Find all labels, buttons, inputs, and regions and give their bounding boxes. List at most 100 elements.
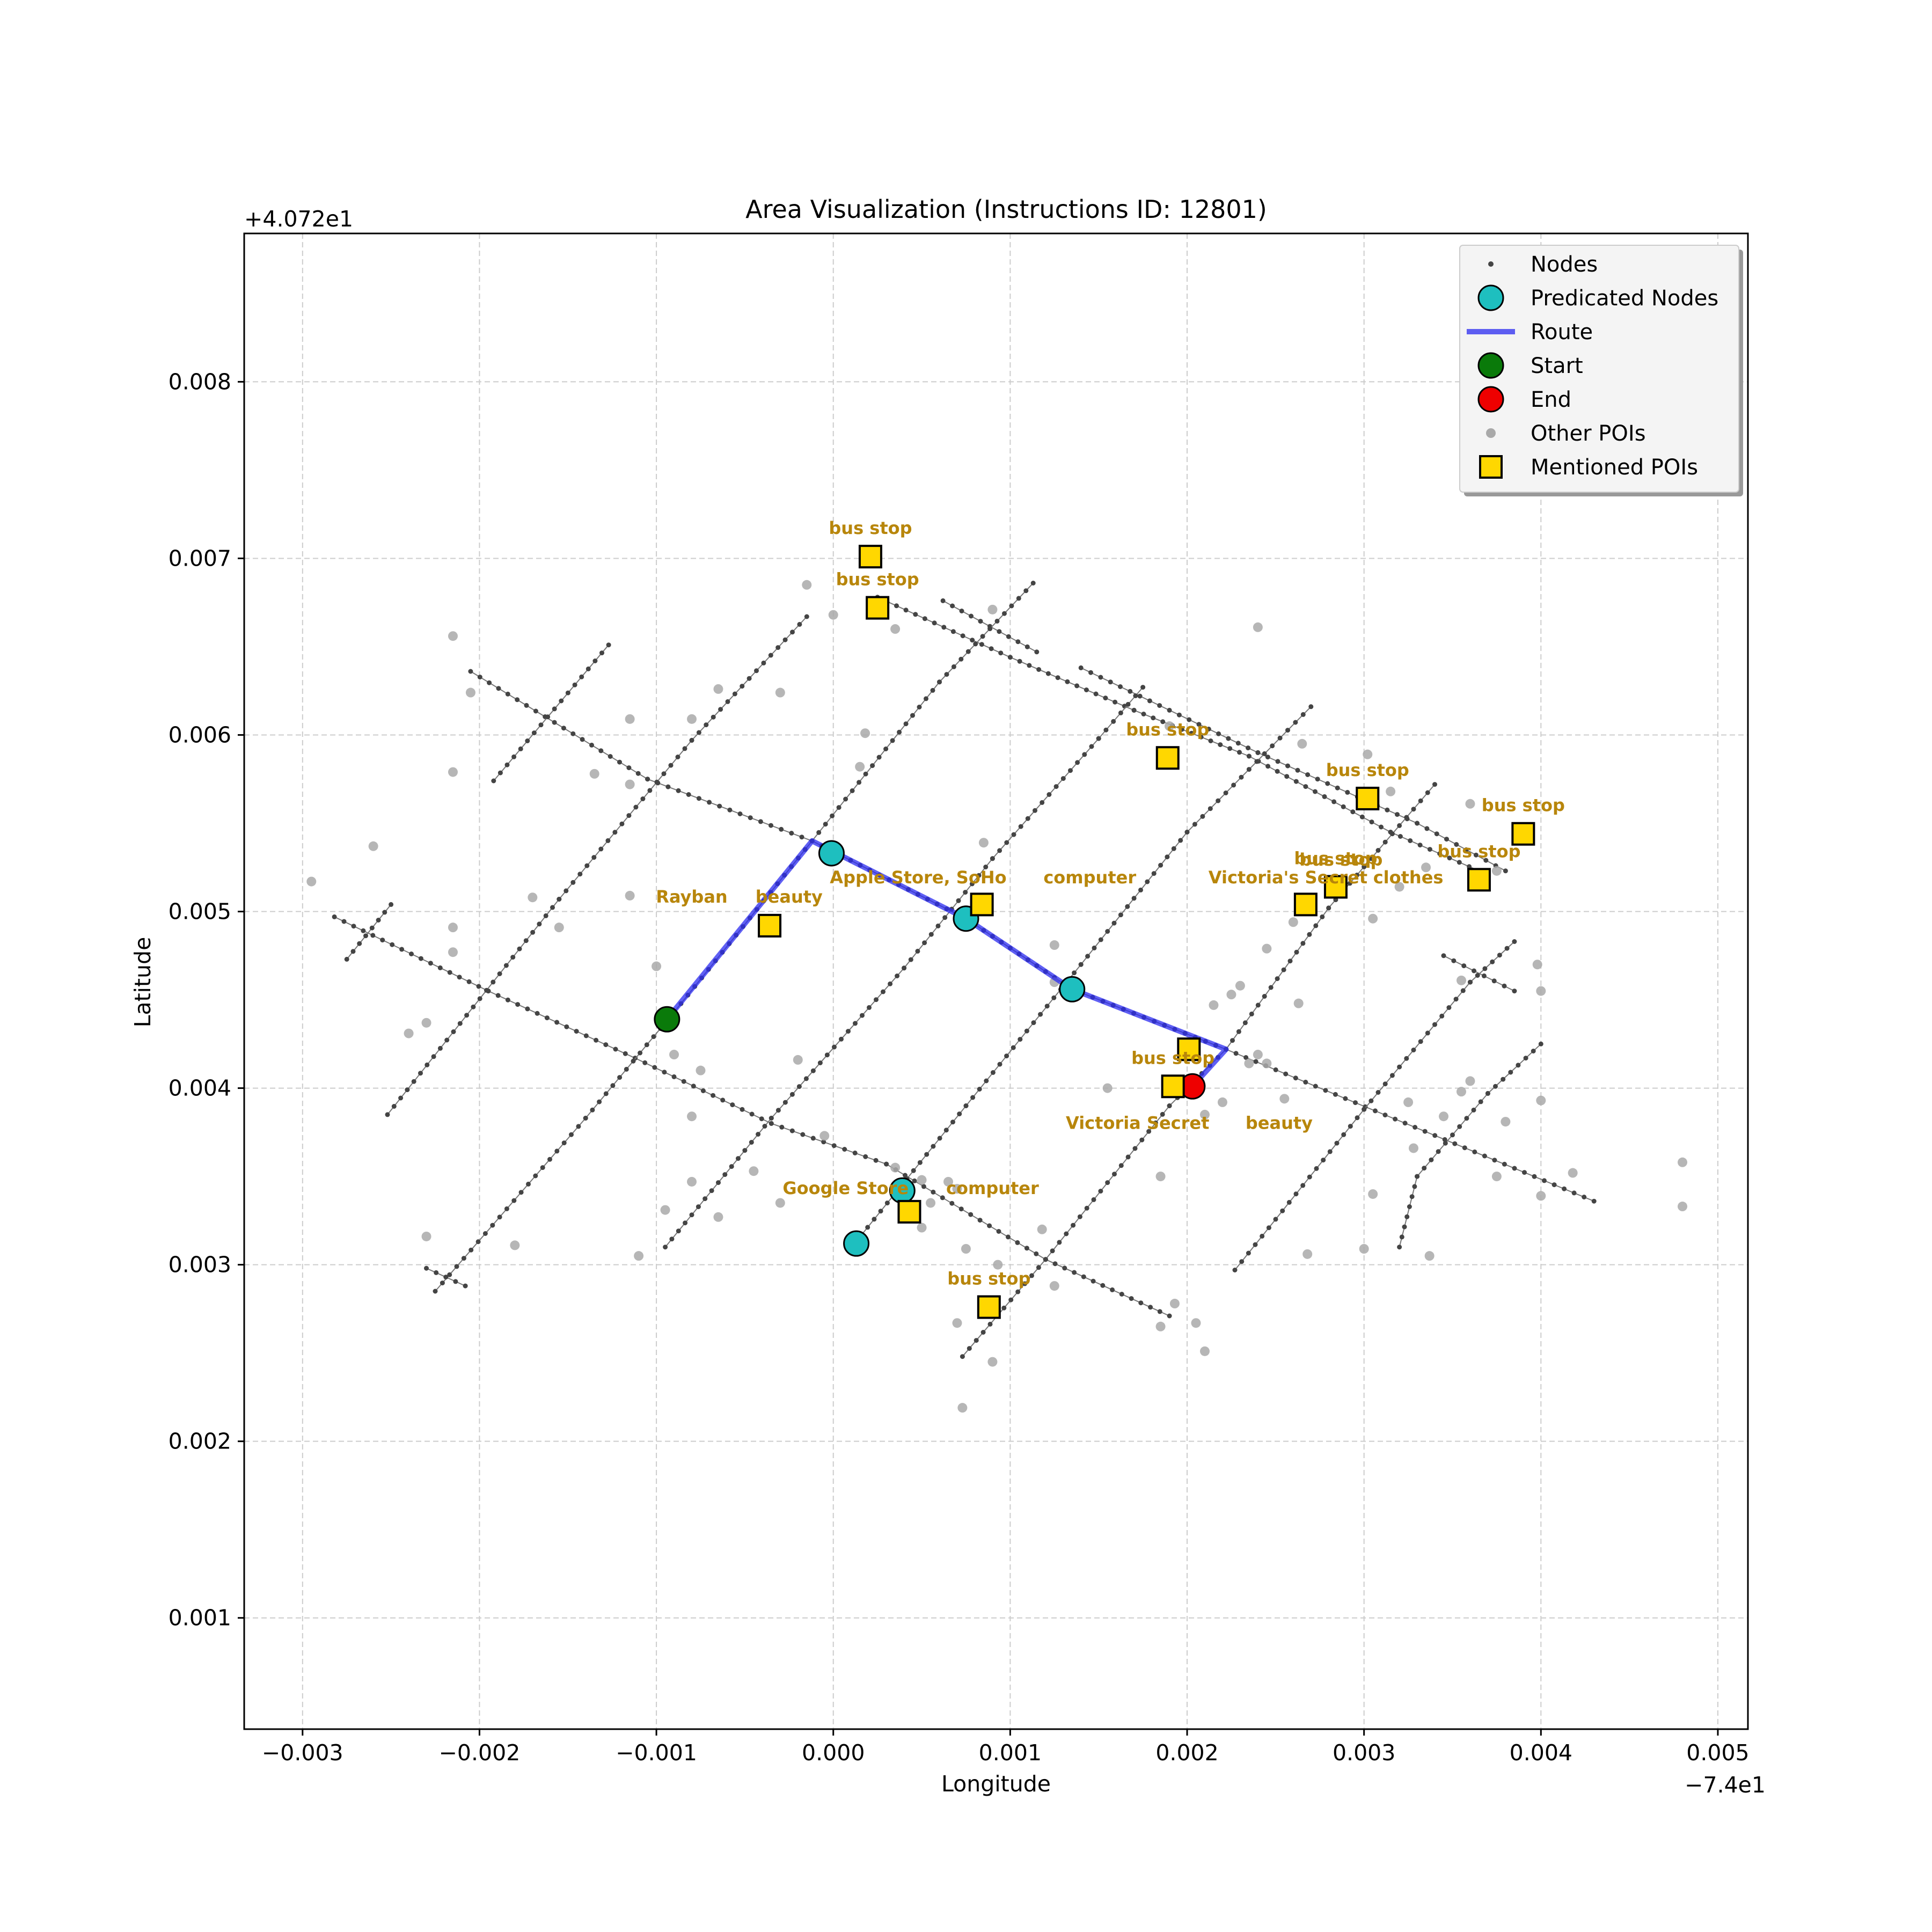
node-point [1285, 763, 1290, 769]
node-point [543, 913, 548, 918]
other-poi-point [1155, 1172, 1166, 1182]
node-point [1397, 823, 1402, 828]
node-point [540, 1165, 545, 1170]
legend-predicated-marker [1477, 284, 1504, 311]
other-poi-point [1279, 1094, 1290, 1104]
node-point [969, 613, 974, 619]
other-poi-point [696, 1065, 706, 1075]
node-point [1075, 760, 1080, 765]
legend: Nodes Predicated Nodes Route Start End Other … [1459, 245, 1743, 496]
mentioned-poi-marker [970, 892, 994, 917]
y-tick-label: 0.004 [169, 1075, 231, 1101]
other-poi-point [775, 1198, 785, 1208]
node-point [1287, 958, 1293, 964]
node-point [974, 1338, 979, 1343]
node-point [1446, 1005, 1452, 1010]
node-point [1447, 855, 1452, 861]
node-point [850, 788, 855, 793]
node-point [665, 784, 671, 789]
node-point [538, 722, 544, 728]
node-point [922, 940, 927, 946]
node-point [769, 1116, 774, 1121]
poi-annotation: computer [946, 1178, 1039, 1198]
node-point [1313, 923, 1319, 928]
node-point [718, 707, 723, 712]
predicated-node [818, 840, 845, 867]
node-point [1232, 1268, 1238, 1272]
node-point [930, 687, 935, 693]
node-point [1015, 1289, 1021, 1294]
node-point [503, 963, 509, 968]
node-point [1007, 655, 1013, 660]
node-point [1016, 596, 1021, 601]
other-poi-point [819, 1131, 830, 1141]
node-point [894, 603, 899, 609]
node-point [561, 726, 566, 731]
node-point [453, 1279, 458, 1284]
node-point [799, 835, 804, 840]
other-poi-point [1049, 1281, 1059, 1291]
node-point [860, 1013, 865, 1018]
node-point [626, 765, 632, 771]
node-point [1532, 1174, 1537, 1179]
node-point [1502, 983, 1507, 989]
node-point [958, 656, 964, 662]
node-point [537, 921, 542, 927]
other-poi-point [625, 779, 635, 789]
other-poi-point [421, 1018, 431, 1028]
node-point [1236, 1029, 1241, 1034]
other-poi-point [368, 841, 378, 851]
node-point [873, 1158, 879, 1163]
node-point [941, 625, 947, 630]
node-point [769, 1121, 774, 1126]
mentioned-poi-label: bus stop [836, 569, 919, 590]
node-point [997, 848, 1002, 853]
node-point [661, 771, 667, 777]
node-point [1098, 937, 1103, 942]
node-point [1355, 873, 1359, 877]
node-point [976, 873, 982, 878]
node-point [1294, 949, 1299, 955]
node-point [932, 620, 937, 626]
x-tick-label: 0.002 [1155, 1740, 1218, 1766]
node-point [332, 914, 337, 919]
node-point [1196, 722, 1202, 727]
node-point [491, 979, 496, 985]
predicated-node [1059, 976, 1086, 1002]
node-point [1475, 973, 1480, 978]
node-point [559, 698, 564, 704]
node-point [1347, 881, 1352, 886]
node-point [978, 619, 983, 624]
node-point [1407, 1204, 1412, 1209]
node-point [1125, 701, 1131, 707]
node-point [1404, 1214, 1410, 1219]
legend-mentioned-poi-marker [1479, 455, 1503, 479]
node-point [1118, 684, 1123, 689]
node-point [1038, 1012, 1043, 1017]
node-point [1424, 826, 1430, 831]
node-point [477, 675, 482, 680]
node-point [1223, 791, 1228, 795]
other-poi-point [1386, 786, 1396, 796]
node-point [1343, 1096, 1348, 1101]
node-point [980, 1330, 986, 1335]
node-point [1141, 712, 1146, 716]
node-point [1179, 727, 1184, 732]
node-point [762, 1124, 767, 1129]
node-point [950, 629, 956, 634]
node-point [1571, 1190, 1577, 1196]
node-point [631, 1058, 636, 1064]
node-point [878, 1209, 883, 1214]
other-poi-point [528, 892, 538, 903]
node-point [1501, 1077, 1506, 1082]
node-point [409, 952, 414, 956]
node-point [928, 932, 934, 937]
other-poi-point [890, 1162, 901, 1173]
node-point [912, 1178, 917, 1183]
node-point [740, 684, 745, 689]
other-poi-point [1217, 1097, 1227, 1107]
node-point [1008, 1297, 1014, 1302]
mentioned-poi-marker [897, 1199, 921, 1224]
node-point [984, 1078, 989, 1084]
node-point [1178, 838, 1183, 843]
